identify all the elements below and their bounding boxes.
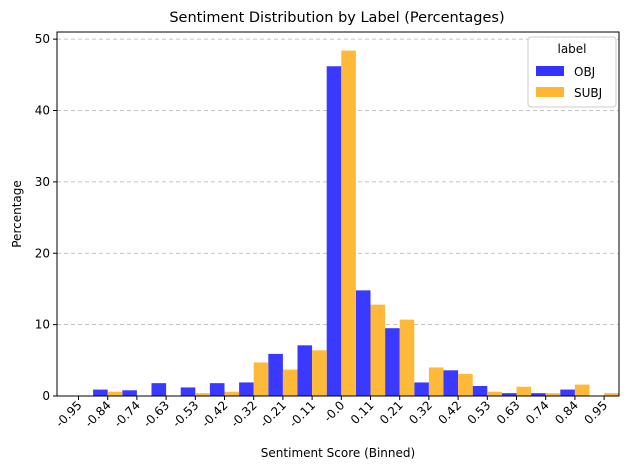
bar-subj--0.0 <box>341 50 356 397</box>
bar-subj--0.21 <box>282 369 298 396</box>
legend-title: label <box>557 42 586 56</box>
bar-subj-0.42 <box>458 373 473 396</box>
x-axis-ticks: -0.95-0.84-0.74-0.63-0.53-0.42-0.32-0.21… <box>53 396 610 430</box>
bar-obj-0.53 <box>472 386 488 396</box>
y-tick-label: 40 <box>35 104 50 118</box>
bar-subj--0.42 <box>224 391 240 396</box>
bar-subj--0.53 <box>195 393 210 396</box>
bar-obj-0.84 <box>560 389 575 396</box>
y-tick-label: 0 <box>42 389 50 403</box>
x-tick-label: -0.95 <box>53 398 85 430</box>
x-tick-label: -0.32 <box>228 398 260 430</box>
legend-swatch-subj <box>536 87 564 97</box>
axes <box>56 31 620 397</box>
bar-subj-0.11 <box>370 304 386 396</box>
y-tick-label: 20 <box>35 246 50 260</box>
x-tick-label: -0.74 <box>111 398 143 430</box>
legend-label-subj: SUBJ <box>574 86 602 100</box>
x-tick-label: 0.95 <box>581 398 610 427</box>
legend-label-obj: OBJ <box>574 65 595 79</box>
bar-obj-0.63 <box>501 393 517 396</box>
x-axis-title: Sentiment Score (Binned) <box>261 446 415 460</box>
y-tick-label: 30 <box>35 175 50 189</box>
y-tick-label: 10 <box>35 318 50 332</box>
x-tick-label: 0.74 <box>523 398 552 427</box>
bar-obj--0.32 <box>239 382 254 396</box>
bar-obj-0.74 <box>531 393 546 396</box>
bar-subj-0.95 <box>604 393 619 396</box>
bar-obj--0.63 <box>151 383 167 396</box>
bar-subj--0.11 <box>312 350 327 396</box>
bar-obj--0.53 <box>180 387 196 396</box>
legend-swatch-obj <box>536 66 564 76</box>
x-tick-label: -0.0 <box>321 398 347 424</box>
x-tick-label: 0.84 <box>552 398 581 427</box>
y-axis-title: Percentage <box>10 180 24 248</box>
x-tick-label: -0.21 <box>257 398 289 430</box>
bar-subj-0.32 <box>428 367 444 396</box>
bar-subj-0.74 <box>545 393 561 396</box>
x-tick-label: -0.63 <box>140 398 172 430</box>
chart-title: Sentiment Distribution by Label (Percent… <box>169 10 504 26</box>
bar-obj-0.32 <box>414 382 429 396</box>
bar-obj-0.21 <box>385 328 400 396</box>
y-axis-ticks: 0 10 20 30 40 50 <box>35 32 57 403</box>
bar-obj--0.74 <box>122 390 137 396</box>
x-tick-label: -0.84 <box>82 398 114 430</box>
x-tick-label: 0.53 <box>465 398 494 427</box>
bars <box>93 50 619 397</box>
bar-subj-0.63 <box>516 386 532 396</box>
x-tick-label: 0.42 <box>435 398 464 427</box>
x-tick-label: 0.11 <box>348 398 377 427</box>
bar-obj--0.21 <box>268 353 283 396</box>
legend: label OBJ SUBJ <box>527 36 617 108</box>
bar-subj--0.84 <box>107 391 123 396</box>
bar-obj-0.42 <box>443 370 459 396</box>
bar-subj-0.53 <box>487 391 502 396</box>
bar-obj--0.84 <box>93 389 108 396</box>
y-tick-label: 50 <box>35 32 50 46</box>
x-tick-label: -0.11 <box>286 398 318 430</box>
x-tick-label: 0.21 <box>377 398 406 427</box>
bar-obj--0.42 <box>209 383 225 396</box>
x-tick-label: 0.63 <box>494 398 523 427</box>
x-tick-label: -0.53 <box>170 398 202 430</box>
bar-subj-0.21 <box>399 319 415 396</box>
bar-subj-0.84 <box>574 384 590 396</box>
bar-subj--0.32 <box>253 362 269 396</box>
bar-obj--0.11 <box>297 345 313 396</box>
x-tick-label: -0.42 <box>199 398 231 430</box>
plot-frame <box>56 31 620 397</box>
bar-obj-0.11 <box>355 290 371 396</box>
bar-obj--0.0 <box>326 66 342 397</box>
x-tick-label: 0.32 <box>406 398 435 427</box>
